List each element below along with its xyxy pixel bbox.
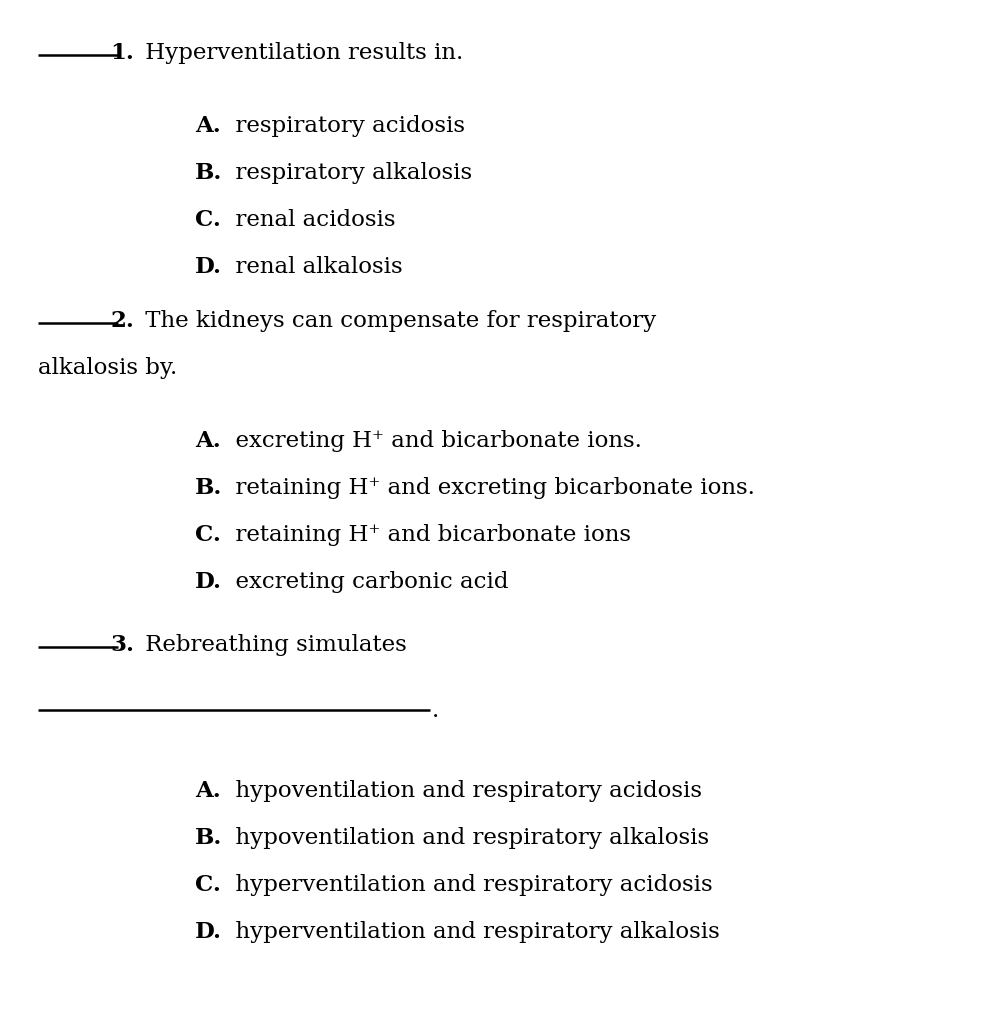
Text: B.: B.	[195, 827, 223, 849]
Text: C.: C.	[195, 874, 221, 896]
Text: renal alkalosis: renal alkalosis	[221, 256, 403, 278]
Text: 1.: 1.	[110, 42, 134, 63]
Text: hyperventilation and respiratory acidosis: hyperventilation and respiratory acidosi…	[221, 874, 713, 896]
Text: D.: D.	[195, 256, 222, 278]
Text: A.: A.	[195, 430, 221, 452]
Text: alkalosis by.: alkalosis by.	[38, 357, 177, 379]
Text: excreting carbonic acid: excreting carbonic acid	[221, 571, 509, 593]
Text: A.: A.	[195, 780, 221, 802]
Text: 3.: 3.	[110, 634, 134, 656]
Text: B.: B.	[195, 477, 223, 499]
Text: Hyperventilation results in.: Hyperventilation results in.	[138, 42, 463, 63]
Text: D.: D.	[195, 571, 222, 593]
Text: retaining H⁺ and bicarbonate ions: retaining H⁺ and bicarbonate ions	[221, 524, 631, 546]
Text: renal acidosis: renal acidosis	[221, 209, 396, 231]
Text: 2.: 2.	[110, 310, 134, 332]
Text: C.: C.	[195, 524, 221, 546]
Text: hypoventilation and respiratory alkalosis: hypoventilation and respiratory alkalosi…	[221, 827, 709, 849]
Text: C.: C.	[195, 209, 221, 231]
Text: A.: A.	[195, 115, 221, 137]
Text: retaining H⁺ and excreting bicarbonate ions.: retaining H⁺ and excreting bicarbonate i…	[221, 477, 754, 499]
Text: excreting H⁺ and bicarbonate ions.: excreting H⁺ and bicarbonate ions.	[221, 430, 642, 452]
Text: respiratory alkalosis: respiratory alkalosis	[221, 162, 472, 184]
Text: .: .	[432, 700, 439, 722]
Text: hypoventilation and respiratory acidosis: hypoventilation and respiratory acidosis	[221, 780, 702, 802]
Text: The kidneys can compensate for respiratory: The kidneys can compensate for respirato…	[138, 310, 656, 332]
Text: respiratory acidosis: respiratory acidosis	[221, 115, 465, 137]
Text: D.: D.	[195, 921, 222, 943]
Text: Rebreathing simulates: Rebreathing simulates	[138, 634, 407, 656]
Text: B.: B.	[195, 162, 223, 184]
Text: hyperventilation and respiratory alkalosis: hyperventilation and respiratory alkalos…	[221, 921, 720, 943]
